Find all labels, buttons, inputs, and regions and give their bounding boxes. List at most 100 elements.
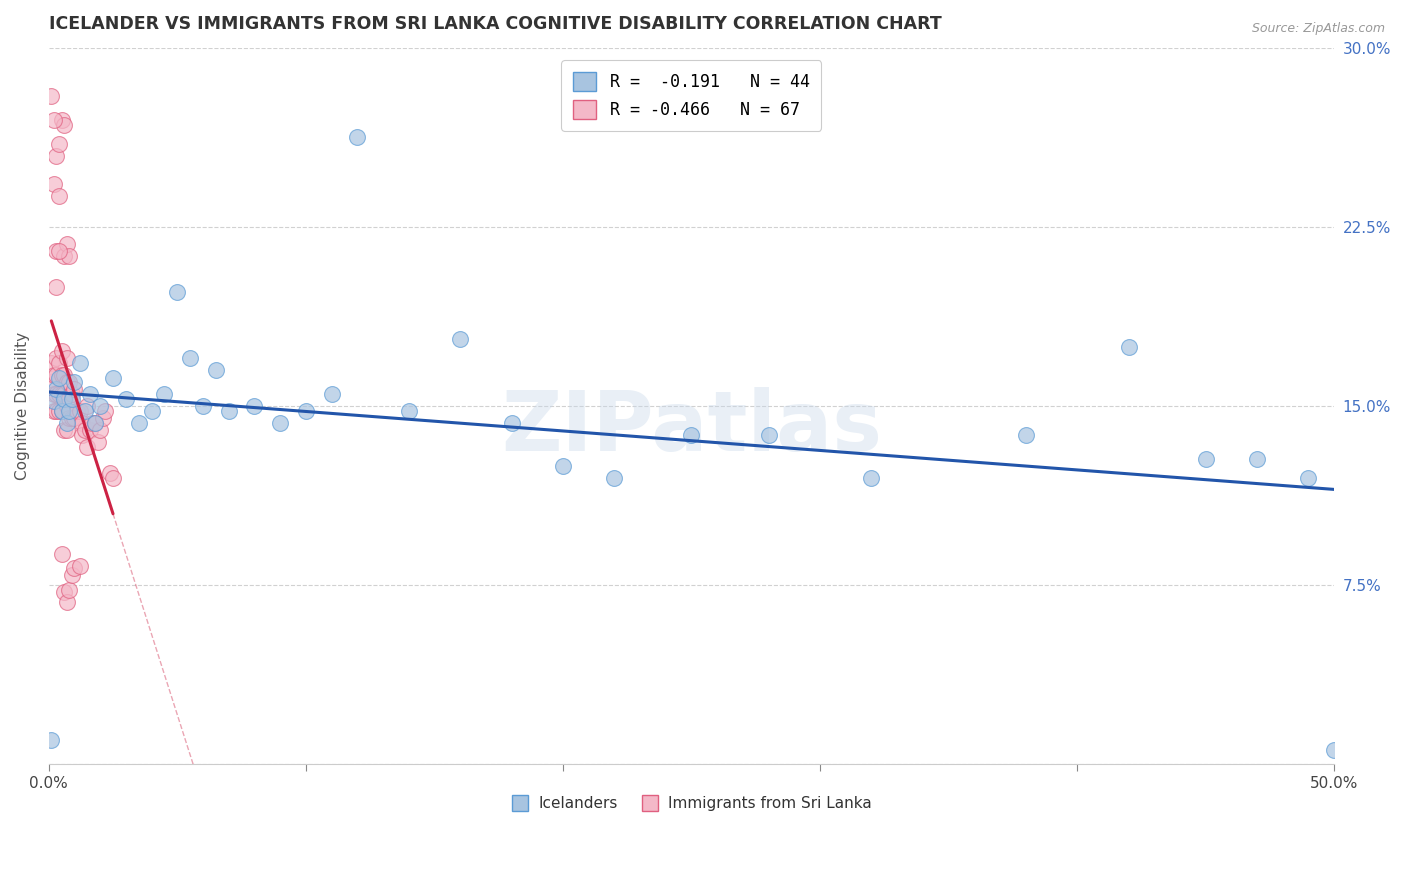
Point (51, 344, 73, 359)
Point (321, 387, 343, 401)
Point (191, 399, 214, 413)
Point (73, 404, 96, 418)
Point (48, 370, 70, 384)
Point (53, 387, 76, 401)
Point (179, 351, 201, 366)
Point (60, 387, 83, 401)
Point (295, 404, 318, 418)
Point (45, 368, 67, 383)
Point (55, 423, 77, 437)
Point (101, 370, 124, 384)
Text: ZIPatlas: ZIPatlas (501, 387, 882, 468)
Point (48, 356, 70, 370)
Point (551, 458, 574, 473)
Point (45, 351, 67, 366)
Point (48, 387, 70, 401)
Point (63, 561, 86, 575)
Point (45, 383, 67, 397)
Point (860, 471, 883, 485)
Point (79, 387, 101, 401)
Point (53, 423, 76, 437)
Point (73, 423, 96, 437)
Point (243, 399, 266, 413)
Point (603, 471, 626, 485)
Point (51, 404, 73, 418)
Point (45, 280, 67, 294)
Point (55, 399, 77, 413)
Point (94, 404, 117, 418)
Point (42, 113, 65, 128)
Point (1246, 451, 1268, 466)
Point (66, 404, 89, 418)
Point (681, 427, 703, 442)
Point (55, 595, 77, 609)
Point (60, 392, 83, 406)
Point (76, 440, 98, 454)
Point (101, 471, 124, 485)
Point (1014, 427, 1036, 442)
Point (115, 392, 138, 406)
Point (58, 392, 80, 406)
Point (205, 363, 228, 377)
Point (53, 368, 76, 383)
Point (100, 466, 122, 480)
Point (45, 404, 67, 418)
Point (58, 404, 80, 418)
Point (60, 411, 83, 425)
Point (70, 416, 93, 430)
Point (1323, 742, 1346, 756)
Point (63, 383, 86, 397)
Point (51, 113, 73, 128)
Point (84, 416, 107, 430)
Point (41, 356, 63, 370)
Point (53, 392, 76, 406)
Point (58, 249, 80, 263)
Point (55, 351, 77, 366)
Point (45, 244, 67, 259)
Point (1118, 339, 1140, 353)
Point (53, 249, 76, 263)
Point (86, 434, 108, 449)
Point (51, 387, 73, 401)
Point (42, 178, 65, 192)
Point (48, 136, 70, 151)
Point (58, 411, 80, 425)
Point (48, 244, 70, 259)
Point (48, 404, 70, 418)
Legend: Icelanders, Immigrants from Sri Lanka: Icelanders, Immigrants from Sri Lanka (505, 789, 879, 817)
Point (53, 118, 76, 132)
Point (55, 237, 77, 252)
Point (1298, 471, 1320, 485)
Point (42, 394, 65, 409)
Point (218, 404, 240, 418)
Point (70, 427, 93, 442)
Text: Source: ZipAtlas.com: Source: ZipAtlas.com (1251, 22, 1385, 36)
Point (58, 582, 80, 597)
Point (51, 404, 73, 418)
Point (82, 416, 104, 430)
Point (51, 547, 73, 561)
Point (63, 411, 86, 425)
Y-axis label: Cognitive Disability: Cognitive Disability (15, 332, 30, 480)
Point (76, 399, 98, 413)
Point (449, 332, 471, 346)
Point (141, 404, 163, 418)
Point (758, 427, 780, 442)
Point (128, 416, 150, 430)
Point (89, 399, 111, 413)
Point (42, 387, 65, 401)
Point (63, 376, 86, 390)
Point (58, 376, 80, 390)
Point (53, 585, 76, 599)
Point (501, 416, 523, 430)
Point (42, 404, 65, 418)
Point (69, 558, 91, 573)
Point (269, 416, 291, 430)
Point (166, 285, 188, 299)
Point (79, 423, 101, 437)
Point (41, 89, 63, 103)
Point (89, 423, 111, 437)
Point (45, 387, 67, 401)
Text: ICELANDER VS IMMIGRANTS FROM SRI LANKA COGNITIVE DISABILITY CORRELATION CHART: ICELANDER VS IMMIGRANTS FROM SRI LANKA C… (49, 15, 942, 33)
Point (69, 356, 91, 370)
